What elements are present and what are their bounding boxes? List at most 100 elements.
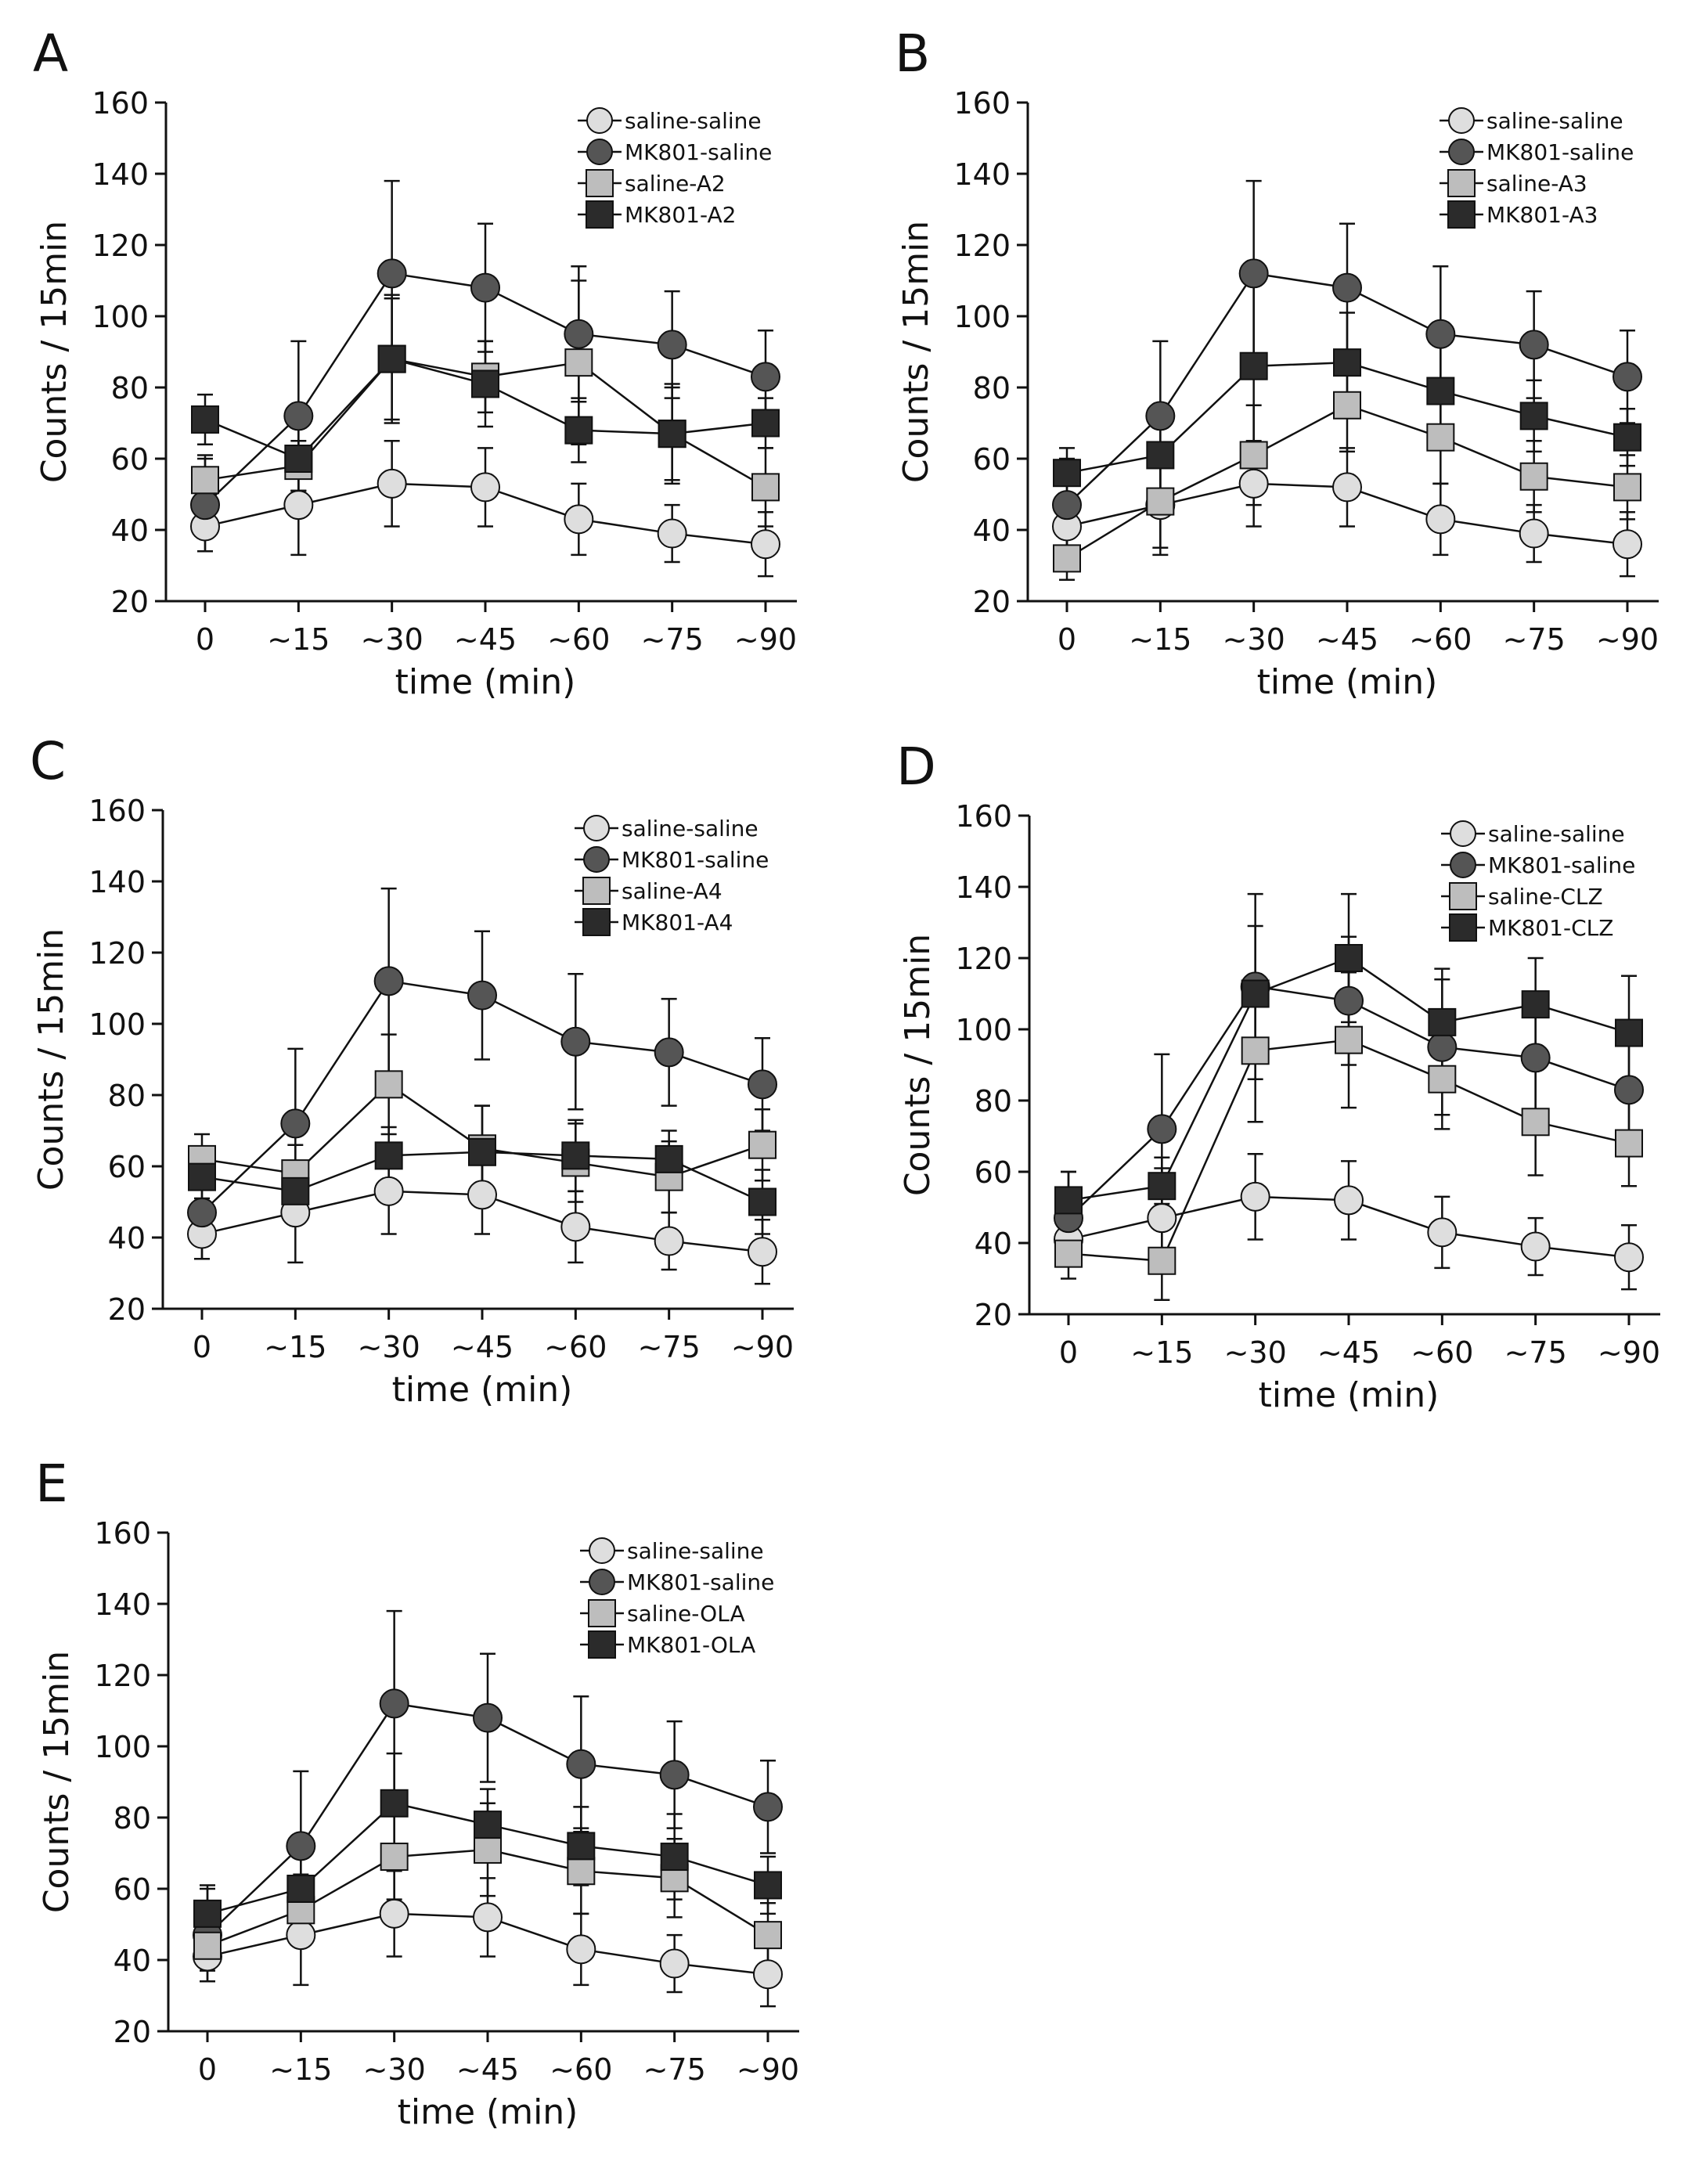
- data-point: [1052, 490, 1082, 521]
- data-point: [1613, 529, 1642, 560]
- x-tick-label: ~15: [269, 2052, 332, 2087]
- legend-label: MK801-A3: [1486, 202, 1598, 228]
- data-point: [1238, 258, 1269, 289]
- x-tick-label: ~75: [643, 2052, 706, 2087]
- x-tick-label: ~45: [1317, 1335, 1380, 1370]
- legend-label: saline-A2: [625, 171, 726, 196]
- panel-letter: D: [896, 737, 936, 797]
- x-tick-label: ~45: [451, 1330, 513, 1364]
- data-point: [748, 1130, 777, 1159]
- x-tick-label: ~75: [1503, 622, 1566, 657]
- chart-panel-e: E 20 40 60 80 100 120 140 160 0 ~15 ~30 ~45 ~60 ~75 ~90…: [35, 1454, 799, 2132]
- data-point: [1615, 1129, 1643, 1158]
- data-point: [753, 1959, 783, 1990]
- panel-letter: E: [35, 1454, 68, 1514]
- data-point: [1054, 1239, 1083, 1268]
- markers-MK801-A2: [191, 344, 780, 473]
- y-tick-label: 160: [955, 799, 1012, 834]
- data-point: [1521, 1108, 1550, 1137]
- y-tick-label: 60: [108, 1150, 146, 1184]
- data-point: [281, 1176, 310, 1205]
- y-tick-label: 60: [111, 442, 149, 477]
- legend-marker: [586, 107, 613, 134]
- data-point: [564, 504, 594, 535]
- markers-MK801-saline: [187, 966, 777, 1228]
- markers-MK801-A4: [188, 1137, 777, 1216]
- legend: saline-saline MK801-saline saline-CLZ MK801…: [1441, 820, 1635, 942]
- markers-MK801-A3: [1053, 348, 1641, 488]
- y-tick-label: 100: [953, 300, 1011, 334]
- y-tick-label: 160: [953, 86, 1011, 121]
- y-tick-label: 20: [108, 1292, 146, 1327]
- x-axis-title: time (min): [1257, 662, 1438, 702]
- x-axis-title: time (min): [398, 2092, 578, 2132]
- data-point: [1615, 1018, 1643, 1047]
- data-point: [1428, 1065, 1457, 1094]
- legend-marker: [588, 1630, 616, 1659]
- legend: saline-saline MK801-saline saline-A4 MK801-…: [575, 815, 769, 936]
- data-point: [1053, 544, 1081, 573]
- data-point: [379, 1898, 409, 1929]
- data-point: [377, 258, 407, 289]
- series-saline-saline: [1059, 440, 1635, 578]
- data-point: [753, 1792, 783, 1822]
- x-tick-label: ~45: [1316, 622, 1378, 657]
- x-tick-label: ~90: [734, 622, 797, 657]
- legend: saline-saline MK801-saline saline-A2 MK801-…: [578, 107, 772, 229]
- y-tick-label: 80: [975, 1084, 1012, 1119]
- x-tick-label: 0: [1059, 1335, 1078, 1370]
- y-tick-label: 160: [92, 86, 149, 121]
- data-point: [286, 1920, 316, 1951]
- data-point: [468, 1137, 496, 1166]
- chart-panel-b: B 20 40 60 80 100 120 140 160 0 ~15 ~30 ~45 ~60 ~75 ~90…: [895, 23, 1659, 702]
- y-tick-label: 140: [92, 157, 149, 192]
- legend: saline-saline MK801-saline saline-OLA MK801…: [580, 1537, 774, 1659]
- x-tick-label: ~15: [1130, 1335, 1193, 1370]
- data-point: [1521, 990, 1550, 1019]
- data-point: [374, 1070, 403, 1099]
- y-tick-label: 100: [88, 1007, 146, 1042]
- markers-MK801-OLA: [193, 1789, 782, 1928]
- data-point: [1520, 1043, 1551, 1073]
- data-point: [373, 1176, 404, 1206]
- data-point: [471, 369, 499, 398]
- legend-label: MK801-A2: [625, 202, 736, 228]
- y-tick-label: 20: [111, 585, 149, 619]
- data-point: [1519, 518, 1549, 549]
- y-tick-label: 140: [94, 1587, 151, 1622]
- y-tick-label: 100: [94, 1730, 151, 1764]
- x-tick-label: ~30: [363, 2052, 426, 2087]
- markers-saline-OLA: [193, 1835, 782, 1960]
- data-point: [286, 1831, 316, 1861]
- legend-marker: [586, 200, 614, 229]
- x-tick-label: ~75: [641, 622, 704, 657]
- x-tick-label: ~30: [361, 622, 423, 657]
- data-point: [191, 466, 219, 495]
- x-axis-title: time (min): [392, 1370, 573, 1410]
- data-point: [191, 405, 219, 434]
- data-point: [1335, 1025, 1363, 1054]
- x-axis-title: time (min): [1259, 1375, 1440, 1415]
- data-point: [193, 1899, 222, 1928]
- chart-panel-d: D 20 40 60 80 100 120 140 160 0 ~15 ~30 ~45 ~60 ~75 ~90…: [896, 737, 1660, 1415]
- data-point: [1333, 348, 1361, 377]
- x-tick-label: 0: [193, 1330, 211, 1364]
- data-point: [1054, 1186, 1083, 1215]
- legend-marker: [1448, 139, 1475, 165]
- legend-label: saline-A4: [622, 878, 722, 904]
- legend-marker: [1449, 913, 1477, 942]
- data-point: [1519, 462, 1548, 491]
- y-tick-label: 80: [114, 1801, 151, 1836]
- panel-letter: A: [33, 23, 68, 84]
- data-point: [380, 1789, 409, 1818]
- data-point: [654, 1226, 684, 1256]
- y-tick-label: 20: [114, 2015, 151, 2049]
- data-point: [1147, 1114, 1177, 1144]
- data-point: [748, 1187, 777, 1216]
- legend-label: saline-saline: [1486, 108, 1623, 134]
- x-tick-label: ~60: [1409, 622, 1472, 657]
- legend-marker: [1448, 107, 1475, 134]
- legend-marker: [1450, 852, 1476, 878]
- data-point: [284, 445, 313, 473]
- data-point: [1333, 391, 1361, 420]
